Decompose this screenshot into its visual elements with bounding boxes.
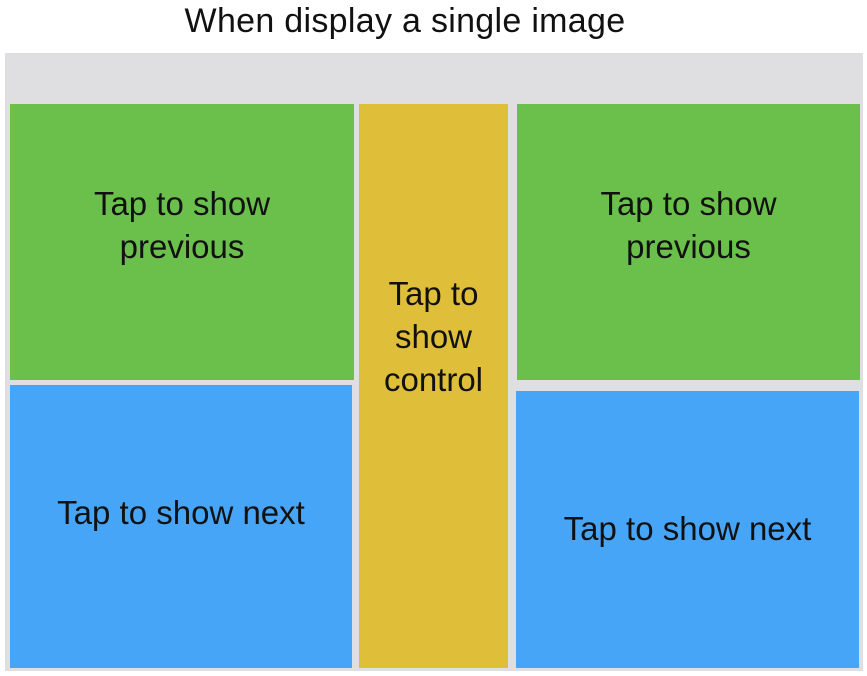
left-next-label: Tap to show next xyxy=(57,494,305,531)
center-control-zone[interactable]: Tap to show control xyxy=(359,104,508,668)
right-next-zone[interactable]: Tap to show next xyxy=(516,391,859,668)
page-title: When display a single image xyxy=(184,2,626,40)
center-control-label: Tap to show control xyxy=(383,275,484,398)
right-previous-label: Tap to show previous xyxy=(600,185,777,265)
left-next-zone[interactable]: Tap to show next xyxy=(10,385,352,668)
right-previous-zone[interactable]: Tap to show previous xyxy=(517,104,860,380)
left-previous-zone[interactable]: Tap to show previous xyxy=(10,104,354,380)
left-previous-label: Tap to show previous xyxy=(93,185,271,265)
right-next-label: Tap to show next xyxy=(563,510,812,547)
